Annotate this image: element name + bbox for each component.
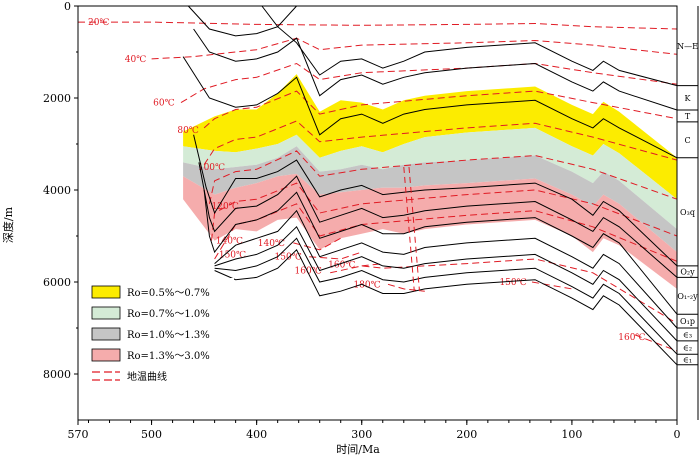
- burial-curve: [182, 56, 678, 159]
- burial-curve: [214, 209, 678, 329]
- legend-label: Ro=1.0%～1.3%: [127, 330, 210, 341]
- isotherm-line: [387, 283, 425, 292]
- isotherm-line: [211, 182, 678, 241]
- isotherm-label: 40℃: [125, 55, 147, 65]
- legend-swatch: [91, 306, 121, 320]
- isotherm-label: 160℃: [295, 267, 322, 277]
- isotherm-line: [208, 150, 678, 204]
- x-tick-label: 200: [456, 428, 477, 441]
- legend-swatch: [91, 285, 121, 299]
- isotherm-label: 100℃: [198, 163, 225, 173]
- legend: Ro=0.5%～0.7% Ro=0.7%～1.0% Ro=1.0%～1.3% Ro=1…: [84, 278, 234, 411]
- x-tick-label: 0: [674, 428, 681, 441]
- fault-line: [403, 166, 415, 292]
- y-axis-title: 深度/m: [1, 206, 15, 243]
- burial-curve: [214, 225, 678, 342]
- strata-label: K: [685, 94, 692, 103]
- x-tick-label: 300: [351, 428, 372, 441]
- y-tick-label: 2000: [43, 92, 71, 105]
- isotherm-label: 60℃: [153, 99, 175, 109]
- isotherm-label: 20℃: [88, 18, 110, 28]
- isotherm-line: [214, 203, 678, 262]
- strata-label: O₁-₂y: [677, 292, 698, 301]
- strata-label: C: [684, 136, 690, 145]
- x-tick-label: 400: [246, 428, 267, 441]
- legend-swatch: [91, 348, 121, 362]
- isotherm-label: 140℃: [216, 237, 243, 247]
- legend-swatch: [91, 327, 121, 341]
- maturity-zone-4: [183, 173, 677, 289]
- maturity-zone-1: [183, 74, 677, 200]
- burial-curve: [198, 162, 678, 278]
- x-axis-title: 时间/Ma: [336, 443, 380, 456]
- maturity-zone-2: [183, 127, 677, 230]
- isotherm-label: 80℃: [177, 126, 199, 136]
- y-tick-label: 0: [64, 0, 71, 13]
- burial-curve: [203, 189, 678, 315]
- isotherm-label: 160℃: [328, 261, 355, 271]
- x-tick-label: 500: [141, 428, 162, 441]
- maturity-zones: [183, 74, 677, 289]
- burial-curve: [214, 237, 678, 355]
- isotherm-line: [78, 21, 678, 30]
- isotherm-line: [293, 237, 341, 251]
- isotherm-line: [151, 37, 678, 60]
- isotherm-line: [180, 62, 678, 104]
- strata-label: O₃q: [680, 208, 695, 217]
- y-tick-label: 4000: [43, 184, 71, 197]
- legend-label: 地温曲线: [127, 370, 167, 383]
- strata-label: ∈₁: [683, 356, 692, 365]
- fault-lines: [403, 166, 420, 292]
- isotherm-label: 180℃: [353, 280, 380, 290]
- burial-curves: [182, 5, 678, 366]
- maturity-zone-3: [183, 146, 677, 253]
- burial-curve: [193, 134, 678, 267]
- y-tick-label: 6000: [43, 276, 71, 289]
- burial-curve: [193, 28, 678, 111]
- burial-curve: [187, 5, 297, 37]
- x-tick-label: 100: [561, 428, 582, 441]
- isotherm-line: [330, 258, 678, 324]
- fault-line: [408, 166, 420, 292]
- y-tick-label: 8000: [43, 368, 71, 381]
- strata-label: T: [685, 112, 691, 121]
- burial-curve: [214, 248, 678, 366]
- isotherm-label: 140℃: [258, 239, 285, 249]
- legend-label: Ro=0.5%～0.7%: [127, 288, 210, 299]
- isotherm-label: 150℃: [219, 250, 246, 260]
- isotherm-label: 160℃: [618, 333, 645, 343]
- strata-label: O₁p: [680, 317, 695, 326]
- strata-column: N—E KT C O₃q O₂y O₁-₂y O₁p ∈₃ ∈₂ ∈₁: [677, 6, 699, 420]
- legend-background: [84, 278, 234, 411]
- strata-label: O₂y: [680, 268, 695, 277]
- strata-label: ∈₂: [683, 344, 692, 353]
- isotherm-line: [203, 120, 678, 165]
- plot-frame: [77, 5, 678, 421]
- isotherm-label: 150℃: [499, 278, 526, 288]
- strata-label: N—E: [677, 42, 698, 51]
- x-tick-label: 570: [68, 428, 89, 441]
- axes: 570 500 400 300 200 100 0 0 2000 4000 6000 8000: [43, 0, 681, 441]
- legend-label: Ro=1.3%～3.0%: [127, 351, 210, 362]
- isotherm-line: [203, 90, 678, 129]
- isotherm-line: [309, 251, 362, 260]
- legend-label: Ro=0.7%～1.0%: [127, 309, 210, 320]
- burial-curve: [261, 5, 678, 87]
- isotherm-line: [531, 281, 572, 290]
- strata-label: ∈₃: [683, 330, 692, 339]
